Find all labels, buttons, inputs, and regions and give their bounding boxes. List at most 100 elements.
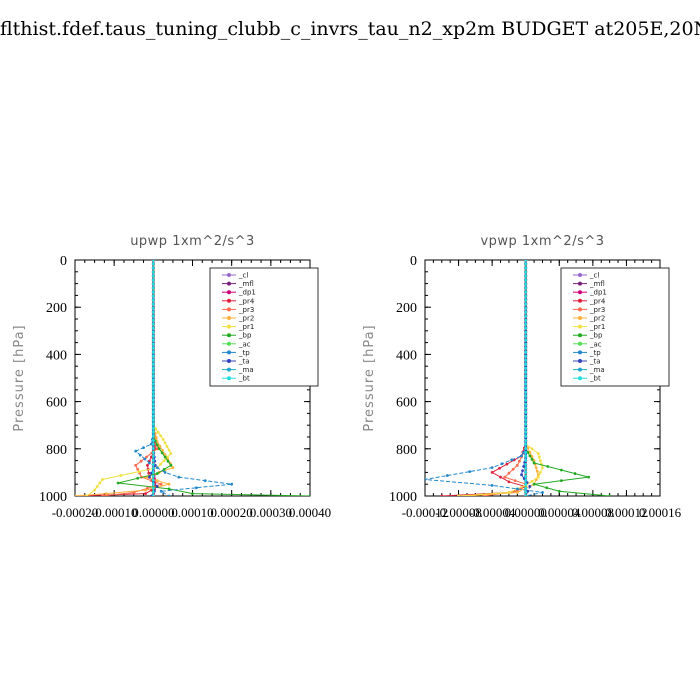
series-point-bt xyxy=(524,458,528,462)
series-point-bt xyxy=(524,382,528,386)
y-tick-label: 1000 xyxy=(389,490,417,505)
series-point-bt xyxy=(151,414,155,418)
series-point-bt xyxy=(151,486,155,490)
series-point-bt xyxy=(151,442,155,446)
series-point-pr1 xyxy=(159,434,163,438)
series-point-pr1 xyxy=(137,470,141,474)
series-point-tp xyxy=(425,478,427,481)
series-point-bp xyxy=(532,482,536,486)
series-point-bt xyxy=(151,490,155,494)
series-point-bt xyxy=(524,306,528,310)
series-point-pr2 xyxy=(144,488,147,492)
legend-entry: _ac xyxy=(589,340,602,348)
x-tick-label: -0.00010 xyxy=(91,505,138,520)
x-tick-label: 0.00012 xyxy=(605,505,647,520)
series-point-pr3 xyxy=(155,447,159,451)
series-point-bt xyxy=(524,334,528,338)
series-point-bt xyxy=(524,434,528,438)
legend-entry: _bp xyxy=(589,332,603,340)
series-point-bt xyxy=(151,302,155,306)
series-point-bt xyxy=(151,310,155,314)
series-point-pr1 xyxy=(530,447,534,451)
series-point-ta xyxy=(148,475,151,479)
series-point-pr1 xyxy=(169,452,173,455)
series-point-bt xyxy=(524,426,528,430)
series-point-bt xyxy=(524,374,528,378)
legend-entry: _bt xyxy=(589,375,601,383)
legend-marker xyxy=(578,316,582,320)
series-point-pr4 xyxy=(505,462,509,466)
series-point-pr3 xyxy=(503,475,507,479)
legend-entry: _pr3 xyxy=(589,306,605,314)
legend-entry: _tp xyxy=(589,349,601,357)
series-point-ta xyxy=(524,437,528,440)
x-tick-label: 0.00004 xyxy=(538,505,581,520)
series-point-bp xyxy=(573,472,577,475)
series-point-bt xyxy=(524,474,528,478)
legend-entry: _pr2 xyxy=(238,315,254,323)
series-point-bt xyxy=(151,354,155,358)
legend-marker xyxy=(578,350,582,355)
legend-entry: _pr2 xyxy=(589,315,605,323)
x-tick-label: 0.00016 xyxy=(639,505,682,520)
series-point-bp xyxy=(587,475,591,479)
series-point-pr4 xyxy=(146,463,149,467)
series-point-pr1 xyxy=(98,481,102,485)
legend-entry: _ma xyxy=(589,366,605,374)
series-point-pr1 xyxy=(167,448,171,452)
series-point-pr2 xyxy=(158,444,162,448)
series-point-pr1 xyxy=(95,485,99,488)
series-point-pr2 xyxy=(526,446,530,450)
series-point-bt xyxy=(524,394,528,398)
legend-entry: _tp xyxy=(238,349,250,357)
x-tick-label: 0.00000 xyxy=(505,505,547,520)
legend-marker xyxy=(227,341,231,346)
legend-entry: _ac xyxy=(238,340,251,348)
series-point-bt xyxy=(151,350,155,354)
y-axis-label: Pressure [hPa] xyxy=(362,324,377,431)
series-point-pr3 xyxy=(507,471,511,475)
series-point-bt xyxy=(151,390,155,394)
series-point-bp xyxy=(167,487,171,491)
series-point-pr3 xyxy=(145,455,148,459)
series-point-bp xyxy=(526,450,530,454)
series-point-bp xyxy=(166,459,170,463)
y-tick-label: 200 xyxy=(396,301,417,316)
series-point-bp xyxy=(545,486,549,490)
series-point-pr2 xyxy=(104,492,108,496)
legend-marker xyxy=(578,324,582,329)
legend-marker xyxy=(578,367,582,372)
series-point-pr2 xyxy=(535,469,539,473)
legend-entry: _pr4 xyxy=(238,297,255,305)
series-group xyxy=(75,260,310,496)
x-tick-label: -0.00004 xyxy=(469,505,516,520)
series-point-tp xyxy=(515,487,519,491)
series-point-bt xyxy=(151,386,155,390)
series-point-bt xyxy=(151,410,155,414)
legend-entry: _mfl xyxy=(238,280,254,288)
series-point-tp xyxy=(445,474,449,477)
series-point-pr4 xyxy=(440,494,444,496)
series-point-bt xyxy=(151,294,155,298)
series-point-bt xyxy=(151,346,155,350)
series-point-bt xyxy=(524,362,528,366)
series-point-bt xyxy=(151,454,155,458)
legend-entry: _pr1 xyxy=(238,323,254,331)
series-point-bp xyxy=(608,494,612,496)
series-point-bt xyxy=(151,260,155,262)
y-tick-label: 0 xyxy=(60,254,67,269)
series-point-bt xyxy=(151,458,155,462)
series-point-pr4 xyxy=(149,488,153,492)
series-point-bt xyxy=(524,442,528,446)
series-point-bt xyxy=(524,262,528,266)
series-point-bt xyxy=(151,378,155,382)
series-point-bt xyxy=(524,322,528,326)
series-point-tp xyxy=(541,491,544,494)
series-point-bp xyxy=(308,494,310,496)
series-point-bt xyxy=(524,282,528,286)
series-point-bt xyxy=(151,462,155,466)
legend-marker xyxy=(578,333,582,338)
series-point-tp xyxy=(500,462,504,466)
series-point-tp xyxy=(159,489,163,493)
